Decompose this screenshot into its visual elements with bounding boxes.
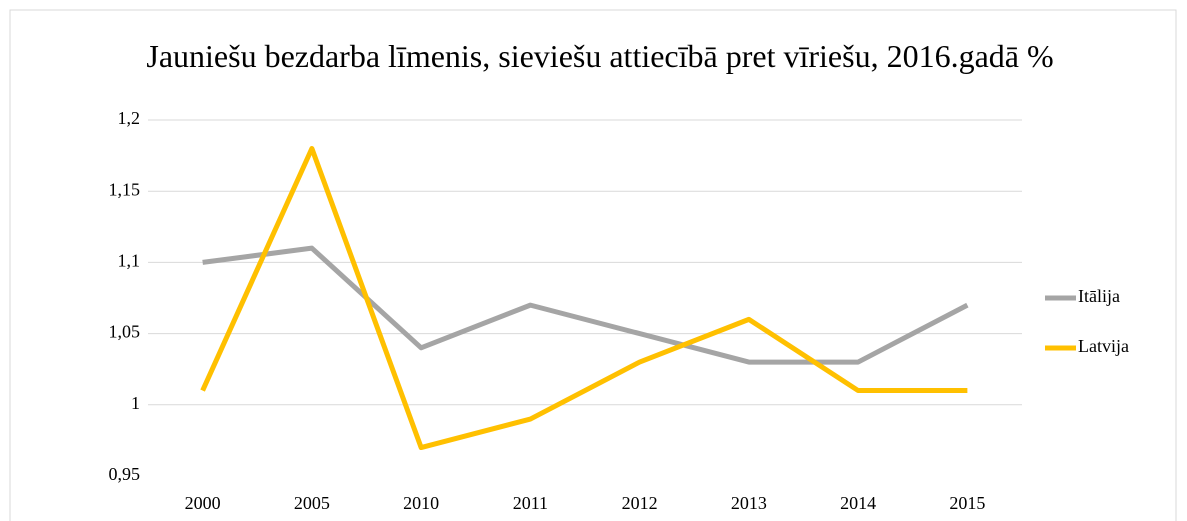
- series-line: [200, 145, 968, 451]
- x-tick-label: 2010: [403, 493, 439, 513]
- chart-title: Jauniešu bezdarba līmenis, sieviešu atti…: [146, 38, 1054, 74]
- y-tick-label: 1,15: [109, 179, 141, 199]
- x-tick-label: 2000: [185, 493, 221, 513]
- y-tick-label: 1: [131, 393, 140, 413]
- series-line: [202, 245, 969, 365]
- y-tick-label: 1,05: [109, 322, 141, 342]
- x-tick-label: 2013: [731, 493, 767, 513]
- legend-label: Latvija: [1078, 336, 1129, 356]
- legend-label: Itālija: [1078, 286, 1120, 306]
- x-tick-label: 2012: [622, 493, 658, 513]
- x-tick-label: 2014: [840, 493, 876, 513]
- y-tick-label: 1,1: [118, 251, 141, 271]
- x-tick-label: 2011: [513, 493, 548, 513]
- x-tick-label: 2015: [949, 493, 985, 513]
- x-tick-label: 2005: [294, 493, 330, 513]
- chart-frame: [9, 9, 1177, 521]
- y-tick-label: 0,95: [109, 464, 141, 484]
- y-tick-label: 1,2: [118, 108, 141, 128]
